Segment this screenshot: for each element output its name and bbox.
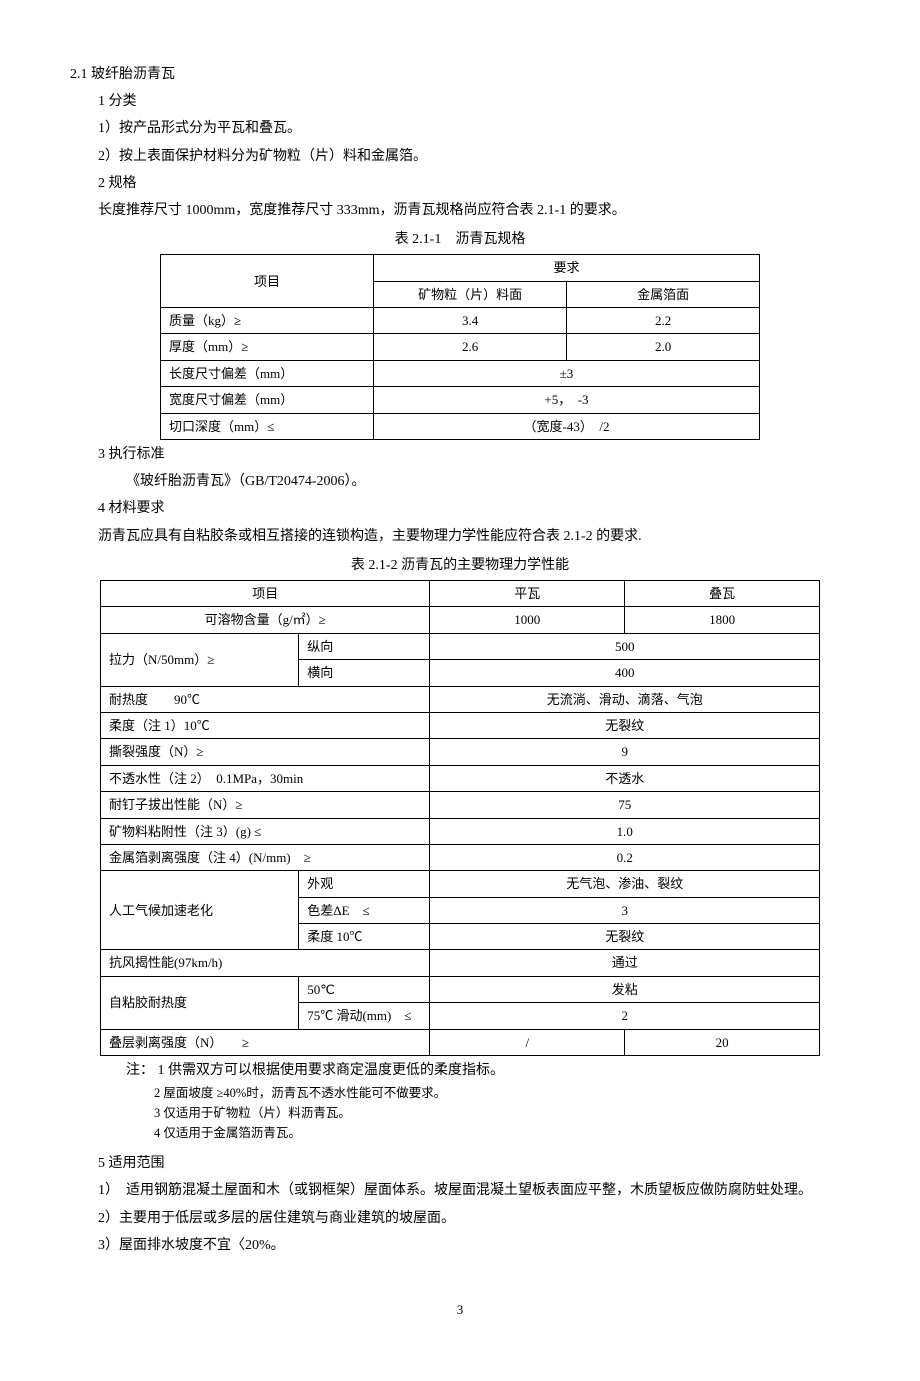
sub3-desc: 《玻纤胎沥青瓦》（GB/T20474-2006）。 xyxy=(70,469,850,494)
sub1-heading: 1 分类 xyxy=(70,89,850,114)
table-row: 可溶物含量（g/㎡）≥ xyxy=(101,607,430,633)
notes-line-3: 3 仅适用于矿物粒（片）料沥青瓦。 xyxy=(70,1103,850,1123)
table-row: 金属箔剥离强度（注 4）(N/mm) ≥ xyxy=(101,844,430,870)
sub1-item-1: 1）按产品形式分为平瓦和叠瓦。 xyxy=(70,116,850,141)
sub5-heading: 5 适用范围 xyxy=(70,1151,850,1176)
table2-h-col2: 叠瓦 xyxy=(625,580,820,606)
table1-h-req: 要求 xyxy=(373,255,759,281)
sub2-heading: 2 规格 xyxy=(70,171,850,196)
table-row: 不透水性（注 2） 0.1MPa，30min xyxy=(101,765,430,791)
table2-h-col1: 平瓦 xyxy=(430,580,625,606)
table2-caption: 表 2.1-2 沥青瓦的主要物理力学性能 xyxy=(70,553,850,578)
table1: 项目 要求 矿物粒（片）料面 金属箔面 质量（kg）≥ 3.4 2.2 厚度（m… xyxy=(160,254,760,440)
table-row: 矿物料粘附性（注 3）(g) ≤ xyxy=(101,818,430,844)
sub1-item-2: 2）按上表面保护材料分为矿物粒（片）料和金属箔。 xyxy=(70,144,850,169)
table-row: 切口深度（mm）≤ xyxy=(161,413,374,439)
notes-line-1: 注： 1 供需双方可以根据使用要求商定温度更低的柔度指标。 xyxy=(70,1058,850,1083)
table-row: 耐热度 90℃ xyxy=(101,686,430,712)
sub4-heading: 4 材料要求 xyxy=(70,496,850,521)
table-row: 撕裂强度（N）≥ xyxy=(101,739,430,765)
table2-h-item: 项目 xyxy=(101,580,430,606)
notes-line-4: 4 仅适用于金属箔沥青瓦。 xyxy=(70,1123,850,1143)
sub5-item-3: 3）屋面排水坡度不宜〈20%。 xyxy=(70,1233,850,1258)
table-row: 自粘胶耐热度 xyxy=(101,976,299,1029)
table-row: 抗风揭性能(97km/h) xyxy=(101,950,430,976)
table-row: 宽度尺寸偏差（mm） xyxy=(161,387,374,413)
section-title: 玻纤胎沥青瓦 xyxy=(91,67,175,82)
table2: 项目 平瓦 叠瓦 可溶物含量（g/㎡）≥ 1000 1800 拉力（N/50mm… xyxy=(100,580,820,1056)
section-number: 2.1 xyxy=(70,67,88,82)
table1-caption: 表 2.1-1 沥青瓦规格 xyxy=(70,227,850,252)
table1-h-item: 项目 xyxy=(161,255,374,308)
table-row: 叠层剥离强度（N） ≥ xyxy=(101,1029,430,1055)
sub5-item-2: 2）主要用于低层或多层的居住建筑与商业建筑的坡屋面。 xyxy=(70,1206,850,1231)
sub2-desc: 长度推荐尺寸 1000mm，宽度推荐尺寸 333mm，沥青瓦规格尚应符合表 2.… xyxy=(70,198,850,223)
table-row: 拉力（N/50mm）≥ xyxy=(101,633,299,686)
table-row: 质量（kg）≥ xyxy=(161,308,374,334)
table-row: 长度尺寸偏差（mm） xyxy=(161,360,374,386)
table-row: 耐钉子拔出性能（N）≥ xyxy=(101,792,430,818)
table-row: 厚度（mm）≥ xyxy=(161,334,374,360)
page-number: 3 xyxy=(70,1298,850,1321)
notes-line-2: 2 屋面坡度 ≥40%时，沥青瓦不透水性能可不做要求。 xyxy=(70,1083,850,1103)
sub3-heading: 3 执行标准 xyxy=(70,442,850,467)
table1-h-col2: 金属箔面 xyxy=(567,281,760,307)
sub5-item-1: 1） 适用钢筋混凝土屋面和木（或钢框架）屋面体系。坡屋面混凝土望板表面应平整，木… xyxy=(98,1178,850,1203)
sub4-desc: 沥青瓦应具有自粘胶条或相互搭接的连锁构造，主要物理力学性能应符合表 2.1-2 … xyxy=(70,524,850,549)
table-row: 人工气候加速老化 xyxy=(101,871,299,950)
table1-h-col1: 矿物粒（片）料面 xyxy=(373,281,566,307)
section-heading: 2.1 玻纤胎沥青瓦 xyxy=(70,62,850,87)
table-row: 柔度（注 1）10℃ xyxy=(101,712,430,738)
